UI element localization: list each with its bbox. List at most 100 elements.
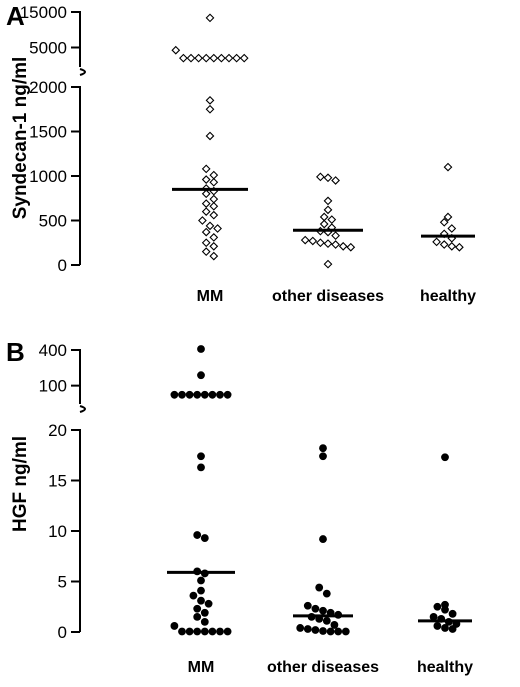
category-labels-b: MM other diseases healthy <box>188 659 473 676</box>
data-point-diamond <box>443 212 453 222</box>
data-point-diamond <box>323 205 333 215</box>
category-label: other diseases <box>267 659 379 676</box>
y-tick-label: 0 <box>58 623 67 642</box>
data-point-dot <box>216 627 224 636</box>
data-point-dot <box>197 463 205 472</box>
y-tick-label: 500 <box>39 212 67 231</box>
data-point-diamond <box>316 172 325 182</box>
points-b <box>170 345 461 636</box>
data-point-diamond <box>186 53 196 63</box>
y-tick-label: 1000 <box>29 167 67 186</box>
data-point-dot <box>311 626 320 634</box>
data-point-dot <box>303 625 312 633</box>
data-point-dot <box>303 601 312 610</box>
data-point-diamond <box>205 95 215 105</box>
data-point-diamond <box>319 212 329 222</box>
y-tick-label: 5 <box>58 573 67 592</box>
data-point-dot <box>319 444 327 453</box>
data-point-diamond <box>209 251 219 261</box>
data-point-diamond <box>323 173 333 183</box>
data-point-diamond <box>331 240 340 249</box>
data-point-diamond <box>455 242 464 252</box>
data-point-diamond <box>331 176 340 185</box>
data-point-diamond <box>201 189 211 199</box>
data-point-diamond <box>346 242 356 252</box>
data-point-diamond <box>224 53 234 63</box>
data-point-dot <box>193 627 202 636</box>
axis-break-mark <box>79 68 86 76</box>
data-point-dot <box>197 452 205 461</box>
y-tick-label: 400 <box>39 341 67 360</box>
data-point-dot <box>197 596 205 605</box>
category-label: MM <box>188 659 215 676</box>
data-point-dot <box>185 627 194 636</box>
data-point-dot <box>200 608 209 617</box>
data-point-diamond <box>194 53 203 63</box>
data-point-dot <box>322 589 331 598</box>
category-label: other diseases <box>272 288 384 305</box>
data-point-diamond <box>447 241 457 251</box>
data-point-diamond <box>201 175 211 184</box>
data-point-dot <box>193 604 202 613</box>
data-point-diamond <box>205 221 215 231</box>
data-point-diamond <box>439 240 449 249</box>
data-point-dot <box>322 616 331 625</box>
data-point-dot <box>433 622 442 630</box>
data-point-diamond <box>209 233 219 242</box>
data-point-diamond <box>338 241 348 251</box>
y-tick-label: 1500 <box>29 123 67 142</box>
data-point-dot <box>204 599 213 608</box>
data-point-dot <box>319 606 327 615</box>
data-point-dot <box>193 390 202 399</box>
data-point-dot <box>441 453 449 462</box>
data-point-dot <box>448 625 457 633</box>
data-point-dot <box>208 627 217 636</box>
data-point-dot <box>185 390 194 399</box>
data-point-dot <box>178 390 186 399</box>
category-labels-a: MM other diseases healthy <box>197 288 476 305</box>
category-label: healthy <box>417 659 473 676</box>
data-point-diamond <box>205 131 215 141</box>
y-tick-label: 100 <box>39 377 67 396</box>
panel-b: B HGF ng/ml 0 5 10 15 20 100 400 MM other disea… <box>6 337 473 676</box>
data-point-dot <box>216 390 224 399</box>
data-point-dot <box>193 531 202 539</box>
data-point-dot <box>296 624 305 632</box>
data-point-dot <box>197 576 205 585</box>
data-point-diamond <box>308 236 318 246</box>
data-point-diamond <box>179 53 188 63</box>
panel-label-a: A <box>6 1 25 31</box>
data-point-dot <box>200 390 209 399</box>
data-point-diamond <box>171 45 181 55</box>
data-point-dot <box>448 609 457 618</box>
medians-a <box>172 187 475 238</box>
axes-b: 0 5 10 15 20 100 400 <box>39 341 86 642</box>
data-point-diamond <box>300 235 310 245</box>
data-point-dot <box>200 627 209 636</box>
points-a <box>171 13 464 269</box>
data-point-diamond <box>201 247 211 257</box>
panel-label-b: B <box>6 337 25 367</box>
data-point-diamond <box>209 170 219 180</box>
data-point-dot <box>208 390 217 399</box>
y-tick-label: 5000 <box>29 38 67 57</box>
data-point-dot <box>197 586 205 595</box>
data-point-dot <box>319 535 327 543</box>
data-point-diamond <box>232 53 241 63</box>
data-point-dot <box>170 390 179 399</box>
axes-a: 0 500 1000 1500 2000 5000 15000 <box>20 3 86 275</box>
data-point-dot <box>178 627 186 636</box>
category-label: healthy <box>420 288 476 305</box>
data-point-dot <box>433 602 442 611</box>
data-point-dot <box>170 622 179 630</box>
data-point-diamond <box>209 210 219 220</box>
y-tick-label: 2000 <box>29 78 67 97</box>
data-point-diamond <box>323 196 333 206</box>
data-point-diamond <box>201 164 211 174</box>
axis-break-mark <box>79 405 86 413</box>
data-point-dot <box>429 612 438 621</box>
data-point-diamond <box>201 53 211 63</box>
data-point-dot <box>193 612 202 621</box>
data-point-diamond <box>316 238 325 248</box>
